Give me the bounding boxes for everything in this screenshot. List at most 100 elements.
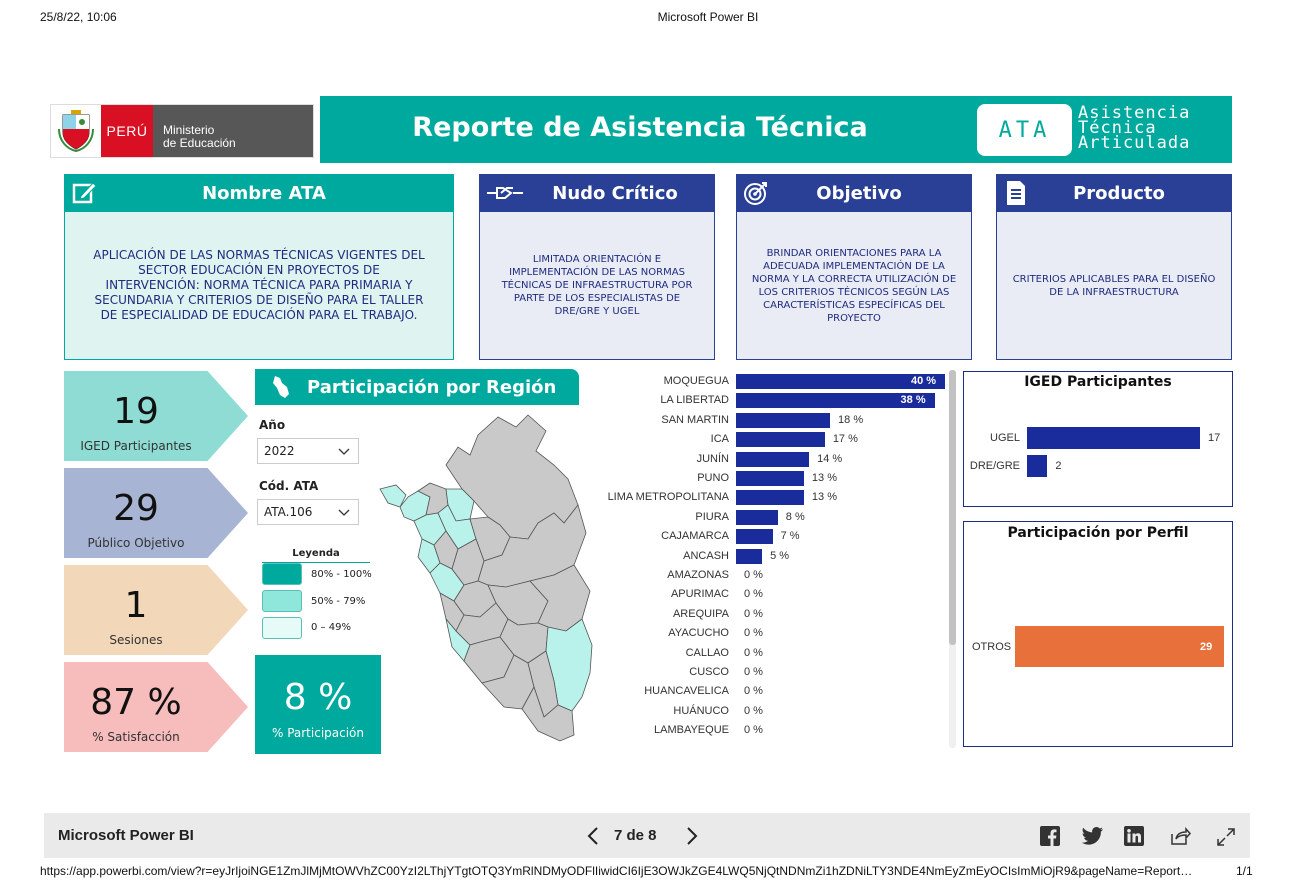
bar-value-label: 0 % (744, 588, 763, 601)
iged-bar-chart: UGEL 17 DRE/GRE 2 (964, 372, 1234, 508)
bar-label: ICA (710, 433, 729, 446)
kpi-value: 29 (113, 488, 159, 529)
fullscreen-icon[interactable] (1216, 827, 1236, 851)
bar (736, 509, 778, 525)
bar-value-label: 0 % (744, 666, 763, 678)
kpi-label: % Satisfacción (92, 730, 180, 744)
chevron-down-icon (338, 506, 350, 520)
card-body: APLICACIÓN DE LAS NORMAS TÉCNICAS VIGENT… (64, 212, 454, 360)
ministry-line2: de Educación (163, 136, 236, 150)
ata-word: Asistencia (1078, 103, 1191, 123)
bar-value-label: 0 % (744, 607, 763, 620)
bar-value-label: 0 % (744, 627, 763, 640)
ata-badge: ATA (977, 104, 1072, 156)
bar-row: PUNO 13 % (600, 469, 950, 488)
card-title: Nudo Crítico (552, 182, 678, 204)
card-nombre-ata: Nombre ATA APLICACIÓN DE LAS NORMAS TÉCN… (64, 174, 454, 360)
next-page-icon[interactable] (685, 826, 699, 850)
facebook-icon[interactable] (1040, 826, 1060, 850)
bar (736, 412, 831, 428)
ata-word: Articulada (1078, 133, 1191, 153)
bar-row: LA LIBERTAD 38 % (600, 391, 950, 410)
bar-label: AREQUIPA (672, 607, 729, 620)
powerbi-footer: Microsoft Power BI 7 de 8 (44, 813, 1250, 858)
bar-row: ICA 17 % (600, 430, 950, 449)
bar-label: PUNO (697, 472, 729, 484)
peru-map-icon (255, 375, 307, 399)
region-header: Participación por Región (255, 369, 579, 405)
bar-row: CAJAMARCA 7 % (600, 527, 950, 546)
card-objetivo: Objetivo BRINDAR ORIENTACIONES PARA LA A… (736, 174, 972, 360)
ata-words: Asistencia Técnica Articulada (1078, 103, 1191, 153)
bar-value-label: 18 % (838, 413, 864, 426)
participation-box: 8 % % Participación (255, 655, 381, 754)
code-dropdown[interactable]: ATA.106 (257, 499, 359, 525)
bar (736, 393, 935, 409)
legend-label: 50% - 79% (311, 596, 366, 607)
region-bar-chart: MOQUEGUA 40 % LA LIBERTAD 38 % SAN MARTIN 18 … (600, 372, 952, 746)
bar-row: HUANCAVELICA 0 % (600, 682, 950, 701)
bar-value-label: 0 % (744, 646, 763, 659)
bar-row: CALLAO 0 % (600, 644, 950, 663)
kpi-label: Sesiones (109, 633, 163, 647)
card-header: Producto (996, 174, 1232, 212)
handshake-icon (479, 182, 531, 204)
bar-value-label: 5 % (770, 549, 790, 562)
linkedin-icon[interactable] (1124, 826, 1144, 850)
bar-label: OTROS (972, 641, 1012, 653)
bar-value-label: 8 % (785, 510, 805, 523)
bar-label: AMAZONAS (667, 569, 729, 581)
bar-label: LAMBAYEQUE (654, 724, 729, 737)
year-slicer-label: Año (259, 418, 286, 432)
legend-swatch (262, 590, 302, 612)
card-title: Nombre ATA (202, 182, 326, 204)
gov-ministry: Ministerio de Educación (153, 105, 313, 157)
card-header: Nombre ATA (64, 174, 454, 212)
bar-row: LIMA METROPOLITANA 13 % (600, 488, 950, 507)
share-icon[interactable] (1169, 826, 1192, 850)
print-url: https://app.powerbi.com/view?r=eyJrIjoiN… (40, 864, 1193, 878)
bar-label: APURIMAC (670, 588, 729, 601)
chart-scrollbar[interactable] (949, 370, 956, 748)
kpi-label: IGED Participantes (80, 439, 192, 453)
gov-country: PERÚ (101, 105, 153, 157)
print-page-count: 1/1 (1236, 864, 1253, 878)
kpi-label: Público Objetivo (87, 536, 185, 550)
legend-title-text: Leyenda (292, 548, 340, 559)
bar-value-label: 17 % (832, 433, 858, 446)
card-body: CRITERIOS APLICABLES PARA EL DISEÑO DE L… (996, 212, 1232, 360)
iged-panel: IGED Participantes UGEL 17 DRE/GRE 2 (963, 371, 1233, 507)
bar-label: ANCASH (683, 549, 729, 562)
twitter-icon[interactable] (1081, 827, 1104, 849)
prev-page-icon[interactable] (586, 826, 600, 850)
kpi-value: 1 (124, 585, 148, 626)
bar-label: PIURA (695, 510, 729, 523)
kpi-publico-objetivo: 29 Público Objetivo (64, 468, 248, 558)
bar-value-label: 2 (1055, 460, 1062, 472)
target-icon (736, 180, 776, 206)
bar-label: LA LIBERTAD (660, 394, 729, 407)
bar-value-label: 0 % (744, 724, 763, 737)
bar-row: HUÁNUCO 0 % (600, 702, 950, 721)
page-title: Reporte de Asistencia Técnica (412, 112, 868, 143)
legend-swatch (262, 563, 302, 585)
bar-value-label: 14 % (817, 452, 843, 465)
bar-value-label: 40 % (911, 375, 937, 387)
bar-value-label: 17 (1208, 432, 1221, 444)
participation-value: 8 % (283, 677, 353, 718)
card-producto: Producto CRITERIOS APLICABLES PARA EL DI… (996, 174, 1232, 360)
scrollbar-thumb[interactable] (949, 370, 956, 645)
peru-map (379, 414, 593, 742)
bar-value-label: 0 % (744, 569, 763, 581)
bar-label: JUNÍN (696, 452, 729, 465)
legend-swatch (262, 617, 302, 639)
bar-label: UGEL (990, 432, 1020, 444)
ata-word: Técnica (1078, 118, 1157, 138)
code-slicer-label: Cód. ATA (259, 479, 319, 493)
kpi-value: 19 (113, 391, 159, 432)
year-dropdown[interactable]: 2022 (257, 438, 359, 464)
bar-row: CUSCO 0 % (600, 663, 950, 682)
print-title: Microsoft Power BI (657, 10, 759, 24)
map-region (379, 484, 407, 508)
kpi-value: 87 % (90, 682, 182, 723)
